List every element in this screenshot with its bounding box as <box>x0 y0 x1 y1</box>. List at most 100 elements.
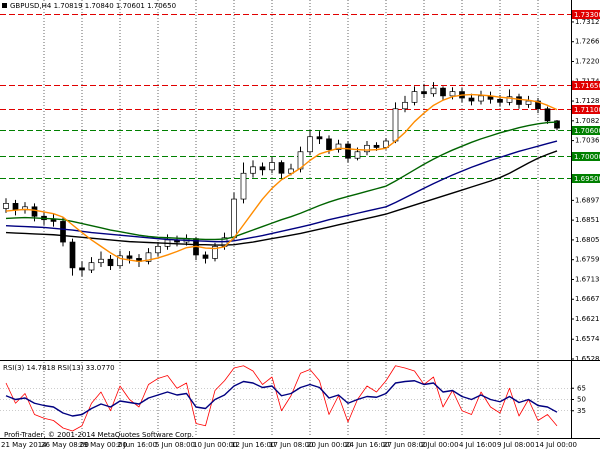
x-tick-label: 17 Jun 08:00 <box>269 441 313 449</box>
line-series <box>5 365 558 432</box>
candle-body <box>544 108 551 122</box>
line-series <box>5 121 558 241</box>
candle-body <box>392 108 399 142</box>
price-level-box <box>572 10 600 19</box>
y-tick-label: 1.67590 <box>575 256 600 264</box>
y-tick-label: 1.72200 <box>575 57 600 65</box>
y-tick-label: 1.66670 <box>575 295 600 303</box>
candle-body <box>307 136 313 153</box>
line-series <box>5 150 558 246</box>
candle-body <box>449 91 456 97</box>
candle-body <box>259 166 266 171</box>
y-tick-label: 1.65740 <box>575 335 600 343</box>
candle-body <box>126 255 133 259</box>
candle-body <box>316 136 323 140</box>
candle-body <box>326 138 332 150</box>
x-tick-label: 2 Jun 16:00 <box>117 441 157 449</box>
candle-body <box>79 267 85 271</box>
y-tick-label: 1.72660 <box>575 38 600 46</box>
price-level-label: 1.69500 <box>574 175 600 183</box>
x-tick-label: 20 Jun 00:00 <box>307 441 351 449</box>
candle-body <box>478 95 484 102</box>
x-tick-label: 29 May 00:00 <box>79 441 127 449</box>
price-level-box <box>572 152 600 161</box>
candle-body <box>516 96 522 105</box>
candle-body <box>50 219 57 222</box>
candle-body <box>3 203 9 209</box>
y-tick-label: 65 <box>577 384 586 392</box>
candle-body <box>288 168 294 174</box>
price-level-box <box>572 81 600 90</box>
candle-body <box>402 101 408 110</box>
x-tick-label: 4 Jul 16:00 <box>459 441 497 449</box>
y-tick-label: 1.66210 <box>575 315 600 323</box>
x-tick-label: 26 May 08:00 <box>41 441 89 449</box>
price-level-label: 1.70600 <box>574 127 600 135</box>
y-tick-label: 1.68050 <box>575 236 600 244</box>
price-level-label: 1.71100 <box>574 106 600 114</box>
line-series <box>5 140 558 243</box>
candle-body <box>554 120 560 129</box>
candle-body <box>88 262 95 271</box>
candle-body <box>421 91 427 95</box>
candle-body <box>250 166 256 174</box>
candle-body <box>297 151 304 170</box>
copyright: Profi-Trader, © 2001-2014 MetaQuotes Sof… <box>4 431 194 439</box>
candle-body <box>31 206 38 217</box>
candle-body <box>506 96 513 103</box>
candle-body <box>278 162 285 174</box>
price-level-label: 1.73300 <box>574 11 600 19</box>
y-tick-label: 1.68970 <box>575 196 600 204</box>
price-level-label: 1.71650 <box>574 82 600 90</box>
y-tick-label: 1.65280 <box>575 355 600 363</box>
y-tick-label: 1.71280 <box>575 97 600 105</box>
chart-title: GBPUSD,H4 1.70819 1.70840 1.70601 1.7065… <box>10 2 176 10</box>
y-tick-label: 50 <box>577 396 586 404</box>
line-series <box>5 93 558 263</box>
x-tick-label: 27 Jun 08:00 <box>383 441 427 449</box>
x-tick-label: 14 Jul 00:00 <box>535 441 577 449</box>
x-tick-label: 12 Jun 16:00 <box>231 441 275 449</box>
candle-body <box>497 98 503 103</box>
candle-body <box>468 97 475 102</box>
candle-body <box>231 198 237 239</box>
y-tick-label: 1.68510 <box>575 216 600 224</box>
x-tick-label: 10 Jun 00:00 <box>193 441 237 449</box>
candle-body <box>411 91 418 103</box>
y-tick-label: 1.67130 <box>575 275 600 283</box>
candle-body <box>430 87 437 95</box>
x-tick-label: 24 Jun 16:00 <box>345 441 389 449</box>
candle-body <box>335 143 342 150</box>
candle-body <box>60 221 66 243</box>
candle-body <box>345 143 351 159</box>
candle-body <box>269 162 275 171</box>
y-tick-label: 1.73120 <box>575 18 600 26</box>
candle-body <box>212 246 218 259</box>
line-series <box>5 380 558 417</box>
y-tick-label: 1.70360 <box>575 137 600 145</box>
price-level-box <box>572 174 600 183</box>
candle-body <box>117 255 123 267</box>
candle-body <box>69 241 76 269</box>
indicator-title: RSI(3) 14.7818 RSI(13) 33.0770 <box>3 364 115 372</box>
x-tick-label: 9 Jul 08:00 <box>497 441 535 449</box>
x-tick-label: 21 May 2014 <box>1 441 47 449</box>
candle-body <box>440 87 446 97</box>
candle-body <box>354 151 361 159</box>
candle-body <box>155 246 161 254</box>
y-tick-label: 1.70820 <box>575 117 600 125</box>
y-tick-label: 35 <box>577 407 586 415</box>
candle-body <box>535 100 541 110</box>
candle-body <box>12 203 19 211</box>
price-level-box <box>572 105 600 114</box>
candle-body <box>364 144 370 153</box>
title-marker <box>2 3 7 8</box>
candle-body <box>240 172 247 200</box>
price-level-box <box>572 126 600 135</box>
candle-body <box>107 258 114 267</box>
candle-body <box>373 144 380 148</box>
x-tick-label: 5 Jun 08:00 <box>155 441 195 449</box>
candle-body <box>145 252 152 262</box>
